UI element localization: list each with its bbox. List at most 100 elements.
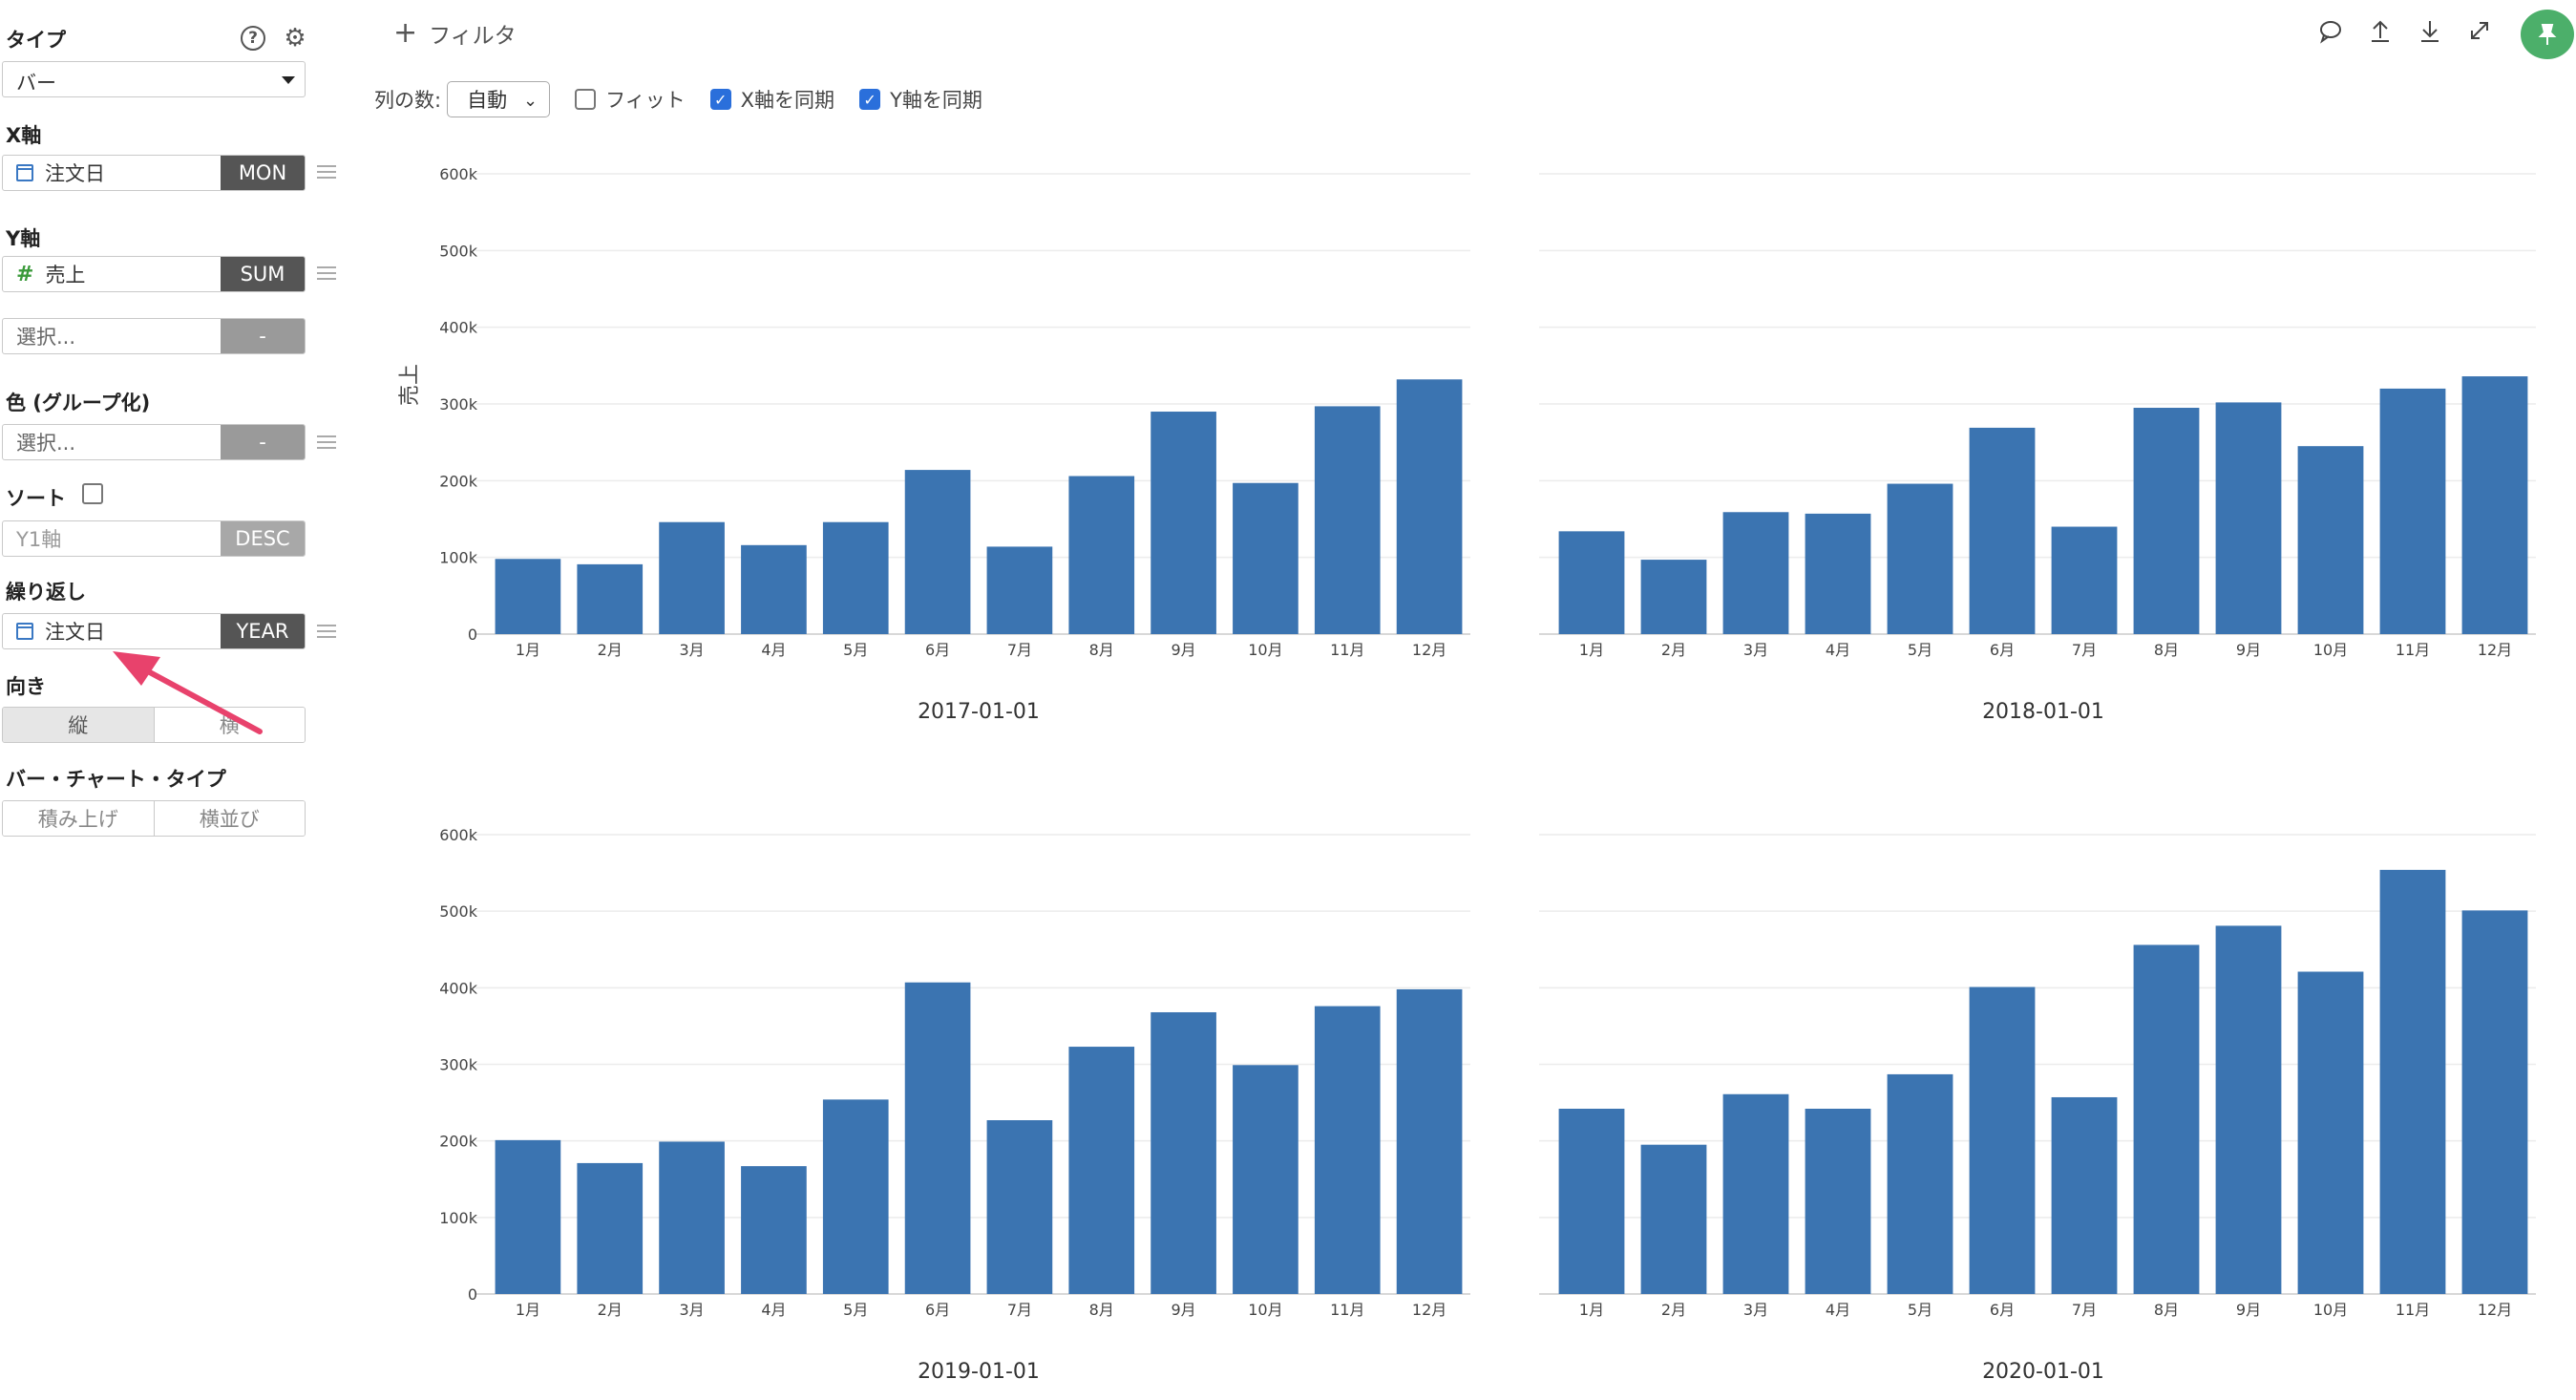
x-tick-label: 9月 [1171, 641, 1195, 659]
bar [2051, 1096, 2118, 1294]
columns-select[interactable]: 自動 ⌄ [447, 81, 551, 117]
hamburger-menu-icon[interactable] [317, 625, 336, 638]
sync-y-checkbox[interactable]: ✓ [859, 89, 881, 110]
y-axis-label: 売上 [398, 364, 422, 406]
bar [1068, 476, 1135, 634]
annotation-arrow [113, 651, 263, 734]
expand-icon[interactable] [2465, 17, 2494, 46]
sort-field[interactable]: Y1軸 DESC [2, 520, 306, 557]
y-axis-agg-button[interactable]: SUM [221, 257, 305, 291]
sync-x-checkbox[interactable]: ✓ [709, 89, 731, 110]
hamburger-menu-icon[interactable] [317, 266, 336, 280]
x-tick-label: 8月 [2154, 641, 2179, 659]
x-tick-label: 11月 [2396, 641, 2430, 659]
bar-chart-type-label: バー・チャート・タイプ [6, 768, 226, 791]
bar [1969, 986, 2036, 1294]
sort-order-button[interactable]: DESC [221, 521, 305, 556]
x-tick-label: 10月 [1248, 1301, 1282, 1319]
hamburger-menu-icon[interactable] [317, 435, 336, 449]
x-tick-label: 5月 [843, 1301, 868, 1319]
color-field[interactable]: 選択... - [2, 424, 306, 460]
bar [1558, 1108, 1625, 1294]
sync-y-option[interactable]: ✓ Y軸を同期 [859, 85, 982, 114]
bar [1722, 512, 1789, 634]
pin-icon[interactable] [2521, 10, 2574, 59]
x-tick-label: 2月 [1661, 1301, 1686, 1319]
y-axis-2-agg-button[interactable]: - [221, 319, 305, 353]
x-axis-field[interactable]: 注文日 MON [2, 155, 306, 191]
fit-checkbox[interactable] [575, 89, 597, 110]
color-field-placeholder: 選択... [16, 432, 76, 455]
bar [1887, 1073, 1953, 1294]
x-tick-label: 3月 [1743, 641, 1768, 659]
x-tick-label: 3月 [1743, 1301, 1768, 1319]
bar [1233, 482, 1299, 634]
x-tick-label: 4月 [761, 641, 786, 659]
fit-option[interactable]: フィット [575, 85, 686, 114]
side-by-side-option[interactable]: 横並び [153, 801, 305, 836]
color-group-label: 色 (グループ化) [6, 392, 151, 414]
upload-icon[interactable] [2366, 17, 2395, 46]
bar [741, 1166, 807, 1294]
y-tick-label: 0 [468, 1285, 477, 1304]
sync-x-label: X軸を同期 [740, 89, 835, 112]
bar [659, 1141, 725, 1294]
repeat-label: 繰り返し [6, 581, 86, 604]
comment-icon[interactable] [2316, 17, 2345, 46]
add-filter-button[interactable]: + フィルタ [393, 17, 517, 50]
x-axis-agg-button[interactable]: MON [221, 156, 305, 190]
x-tick-label: 7月 [1007, 641, 1032, 659]
y-tick-label: 400k [439, 979, 478, 997]
x-tick-label: 12月 [1412, 1301, 1446, 1319]
type-label: タイプ [6, 29, 66, 52]
y-axis-field[interactable]: # 売上 SUM [2, 256, 306, 292]
question-circle-icon[interactable]: ? [241, 26, 265, 51]
bar-chart-type-toggle[interactable]: 積み上げ 横並び [2, 800, 306, 837]
bar-chart-0: 0 100k 200k 300k 400k 500k 600k 1月 2月 3月 4月 5月 6月 7月 8… [398, 165, 1470, 724]
color-agg-button[interactable]: - [221, 425, 305, 459]
chevron-down-icon: ⌄ [522, 91, 538, 111]
download-icon[interactable] [2416, 17, 2444, 46]
bar [1396, 379, 1463, 634]
bar [2215, 925, 2282, 1294]
bar [2379, 869, 2446, 1294]
bar [822, 1099, 889, 1294]
x-tick-label: 3月 [679, 641, 704, 659]
x-tick-label: 4月 [761, 1301, 786, 1319]
bar [1314, 1006, 1381, 1294]
sync-x-option[interactable]: ✓ X軸を同期 [709, 85, 835, 114]
y-tick-label: 600k [439, 826, 478, 844]
chart-type-select[interactable]: バー [2, 61, 306, 97]
bar [986, 1120, 1053, 1294]
y-tick-label: 200k [439, 472, 478, 490]
repeat-agg-button[interactable]: YEAR [221, 614, 305, 648]
y-axis-label: Y軸 [6, 227, 41, 250]
x-tick-label: 5月 [1908, 641, 1932, 659]
bar [2133, 944, 2200, 1294]
y-axis-field-2[interactable]: 選択... - [2, 318, 306, 354]
bar [2297, 446, 2364, 634]
hamburger-menu-icon[interactable] [317, 165, 336, 179]
columns-label: 列の数: [374, 89, 442, 112]
x-tick-label: 2月 [1661, 641, 1686, 659]
bar [904, 470, 971, 634]
x-tick-label: 1月 [1579, 1301, 1604, 1319]
hash-icon: # [16, 262, 34, 286]
bar [2379, 388, 2446, 634]
y-tick-label: 100k [439, 1209, 478, 1227]
sort-field-value: Y1軸 [16, 528, 62, 551]
fit-label: フィット [605, 89, 686, 112]
x-tick-label: 10月 [2313, 1301, 2348, 1319]
gear-icon[interactable]: ⚙ [284, 24, 306, 53]
sort-checkbox[interactable] [82, 483, 103, 504]
chart-title: 2018-01-01 [1982, 700, 2104, 724]
orientation-vertical-option[interactable]: 縦 [3, 708, 154, 742]
filter-label: フィルタ [429, 24, 517, 49]
stacked-option[interactable]: 積み上げ [3, 801, 154, 836]
repeat-field[interactable]: 注文日 YEAR [2, 613, 306, 649]
x-tick-label: 4月 [1826, 1301, 1850, 1319]
x-tick-label: 12月 [2478, 1301, 2512, 1319]
y-tick-label: 300k [439, 395, 478, 414]
bar [495, 1139, 561, 1294]
x-tick-label: 11月 [2396, 1301, 2430, 1319]
